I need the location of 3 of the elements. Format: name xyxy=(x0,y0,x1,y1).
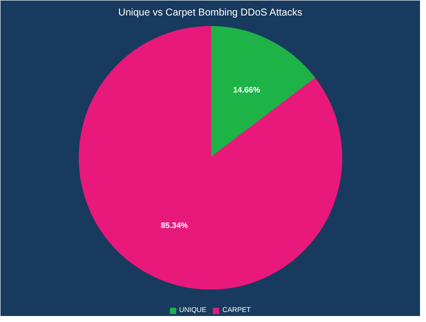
data-label: 85.34% xyxy=(160,221,188,230)
data-label: 14.66% xyxy=(233,85,260,94)
chart-title: Unique vs Carpet Bombing DDoS Attacks xyxy=(118,8,302,18)
